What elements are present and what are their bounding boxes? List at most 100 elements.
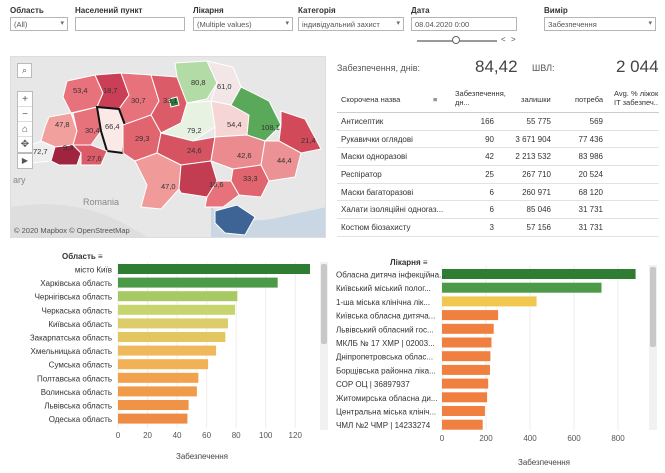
col-stock-header[interactable]: залишки (521, 95, 551, 104)
region-label-donetsk: 44,4 (277, 156, 292, 165)
region-label-zhytomyr: 30,7 (131, 96, 146, 105)
date-input[interactable]: 08.04.2020 0:00 (411, 17, 517, 31)
filter-date-label: Дата (411, 6, 430, 15)
scroll-thumb[interactable] (321, 264, 327, 344)
table-row[interactable]: Антисептик 166 55 775 569 (337, 113, 659, 131)
bar[interactable] (118, 372, 199, 383)
tick-label: 120 (289, 431, 303, 440)
zoom-out-button[interactable]: − (18, 107, 32, 122)
region-kyiv-city[interactable] (168, 96, 180, 108)
bar[interactable] (442, 351, 491, 362)
cell-days: 166 (480, 117, 494, 126)
bar[interactable] (118, 332, 226, 342)
map-place-romania: Romania (83, 197, 120, 207)
region-crimea[interactable] (214, 204, 256, 236)
bar[interactable] (442, 364, 490, 375)
bar[interactable] (442, 296, 537, 307)
table-row[interactable]: Костюм біозахисту 3 57 156 31 731 (337, 219, 659, 237)
play-icon: ▶ (21, 156, 29, 165)
map-search-button[interactable]: ⌕ (17, 63, 32, 78)
bar[interactable] (442, 419, 483, 430)
home-button[interactable]: ⌂ (18, 122, 32, 137)
bar[interactable] (442, 378, 489, 389)
oblast-axis-title: Забезпечення (176, 452, 229, 461)
search-icon: ⌕ (21, 65, 28, 75)
table-row[interactable]: Халати ізоляційні одноraз... 6 85 046 31 73… (337, 201, 659, 220)
bar[interactable] (442, 337, 492, 348)
map-attribution: © 2020 Mapbox © OpenStreetMap (14, 226, 130, 235)
sort-icon[interactable]: ≡ (422, 258, 428, 267)
bar[interactable] (442, 269, 636, 279)
region-label-khmelnytskyi: 66,4 (105, 122, 120, 131)
col-beds-header[interactable]: Avg. % ліжок IT забезпеч.. (614, 89, 659, 107)
table-row[interactable]: Маски одноразові 42 2 213 532 83 986 (337, 148, 659, 167)
category-label: Обласна дитяча інфекційна... (336, 271, 446, 280)
settlement-input[interactable] (75, 17, 185, 31)
next-date-button[interactable]: > (511, 35, 516, 44)
hospital-chart-scrollbar[interactable] (649, 265, 657, 430)
region-label-ivano-frankivsk: 9,3 (63, 143, 73, 152)
col-need-header[interactable]: потреба (575, 95, 604, 104)
hospital-select[interactable]: (Multiple values) ▾ (193, 17, 293, 31)
bar[interactable] (118, 386, 197, 397)
region-label-volyn: 53,4 (73, 86, 88, 95)
bar[interactable] (118, 264, 310, 274)
filter-measure: Вимір Забезпечення ▾ (544, 6, 656, 31)
bar[interactable] (118, 291, 238, 302)
category-label: Львівський обласний гос... (336, 325, 434, 334)
bar[interactable] (118, 413, 188, 424)
cell-need: 77 436 (578, 134, 603, 144)
region-label-cherkasy: 79,2 (187, 126, 202, 135)
bar[interactable] (118, 359, 209, 370)
bar[interactable] (118, 400, 189, 410)
region-kherson[interactable] (204, 180, 240, 208)
date-slider[interactable]: < > (415, 35, 516, 47)
tick-label: 80 (232, 431, 241, 440)
cell-name: Рукавички оглядові (341, 134, 413, 144)
region-chernivtsi[interactable] (71, 144, 108, 166)
bar[interactable] (442, 406, 485, 416)
bar[interactable] (118, 304, 235, 315)
col-name-header[interactable]: Скорочена назва (341, 95, 401, 104)
cell-need: 20 524 (578, 170, 603, 180)
pan-button[interactable]: ✥ (20, 139, 30, 150)
cell-days: 3 (489, 223, 494, 233)
table-row[interactable]: Респіратор 25 267 710 20 524 (337, 166, 659, 184)
region-label-ternopil: 30,4 (85, 126, 100, 135)
col-days-header[interactable]: Забезпечення, дн... (455, 89, 506, 107)
cell-need: 68 120 (578, 187, 603, 197)
oblast-chart-scrollbar[interactable] (320, 262, 328, 430)
bar[interactable] (118, 318, 229, 329)
oblast-select[interactable]: (All) ▾ (10, 17, 68, 31)
bar[interactable] (442, 282, 602, 293)
scroll-thumb[interactable] (650, 267, 656, 347)
map-play-button[interactable]: ▶ (17, 153, 33, 169)
bar[interactable] (442, 323, 494, 334)
hospital-axis-title: Забезпечення (518, 458, 571, 467)
bar[interactable] (118, 345, 217, 356)
category-select[interactable]: індивідуальний захист ▾ (298, 17, 404, 31)
bar[interactable] (442, 392, 488, 403)
cell-need: 83 986 (578, 152, 603, 162)
prev-date-button[interactable]: < (501, 35, 506, 44)
cell-name: Маски багаторазові (341, 187, 414, 197)
region-label-dnipro: 42,6 (237, 151, 252, 160)
region-label-mykolaiv: 16,6 (209, 180, 224, 189)
bar[interactable] (442, 310, 499, 321)
table-row[interactable]: Маски багаторазові 6 260 971 68 120 (337, 184, 659, 202)
region-odesa[interactable] (134, 152, 182, 210)
category-label: Чернігівська область (35, 293, 112, 302)
table-row[interactable]: Рукавички оглядові 90 3 671 904 77 436 (337, 131, 659, 149)
ukraine-map[interactable]: 53,4 18,7 30,7 33,1 80,8 61,0 47,8 30,4 66,4 29,3… (10, 56, 326, 238)
map-terrain (11, 204, 148, 237)
region-label-luhansk: 21,4 (301, 136, 316, 145)
sort-icon[interactable]: ≡ (98, 252, 103, 261)
slider-handle[interactable] (452, 36, 460, 44)
category-label: ЧМЛ №2 ЧМР | 14233274 (336, 421, 431, 430)
sort-icon[interactable]: ≡ (433, 95, 438, 104)
tick-label: 800 (611, 434, 625, 443)
ventilators-label: ШВЛ: (532, 63, 555, 73)
zoom-in-button[interactable]: + (18, 92, 32, 107)
measure-select[interactable]: Забезпечення ▾ (544, 17, 656, 31)
bar[interactable] (118, 277, 278, 288)
